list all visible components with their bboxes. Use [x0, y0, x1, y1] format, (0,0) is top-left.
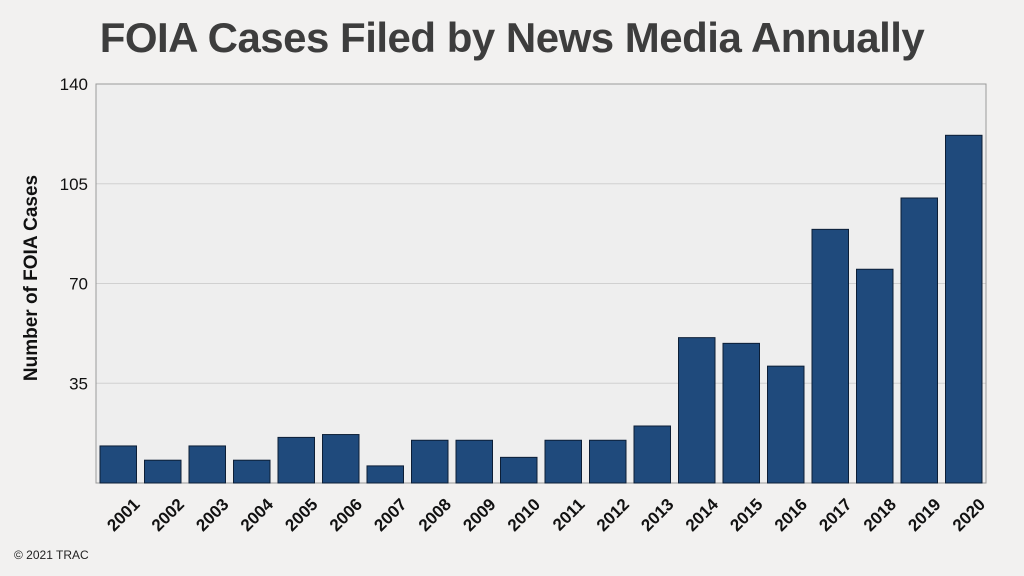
x-tick-label: 2015: [726, 495, 766, 535]
bar-2004: [233, 459, 271, 484]
chart-title: FOIA Cases Filed by News Media Annually: [99, 14, 925, 61]
bar-2020: [945, 134, 983, 484]
x-tick-label: 2019: [904, 495, 944, 535]
bar-2012: [589, 439, 627, 484]
bar-2017: [811, 228, 849, 484]
bar-2009: [455, 439, 493, 484]
x-tick-label: 2001: [103, 495, 143, 535]
x-tick-label: 2011: [549, 495, 589, 535]
x-tick-label: 2018: [860, 495, 900, 535]
bar-2007: [366, 465, 404, 484]
x-tick-label: 2017: [815, 495, 855, 535]
bar-2002: [144, 459, 182, 484]
bar-2016: [767, 365, 805, 484]
bar-2008: [411, 439, 449, 484]
x-tick-label: 2012: [593, 495, 633, 535]
bar-2010: [500, 456, 538, 484]
x-tick-label: 2010: [504, 495, 544, 535]
x-tick-label: 2002: [148, 495, 188, 535]
y-tick-label: 35: [69, 374, 88, 393]
bar-2015: [722, 342, 760, 484]
x-tick-label: 2020: [949, 495, 989, 535]
x-tick-label: 2006: [326, 495, 366, 535]
bar-2018: [856, 268, 894, 484]
bar-2001: [99, 445, 137, 484]
x-tick-label: 2007: [370, 495, 410, 535]
y-tick-label: 105: [60, 175, 88, 194]
x-tick-label: 2008: [415, 495, 455, 535]
bar-2014: [678, 337, 716, 484]
bar-2013: [633, 425, 671, 484]
copyright-notice: © 2021 TRAC: [14, 548, 89, 562]
x-tick-label: 2005: [281, 495, 321, 535]
x-tick-label: 2009: [459, 495, 499, 535]
bar-2006: [322, 434, 360, 484]
bar-2011: [544, 439, 582, 484]
x-tick-label: 2014: [682, 494, 723, 535]
x-tick-label: 2003: [192, 495, 232, 535]
bar-2003: [188, 445, 226, 484]
y-tick-label: 140: [60, 75, 88, 94]
bar-2019: [900, 197, 938, 484]
plot-frame: [95, 83, 987, 484]
x-tick-label: 2013: [637, 495, 677, 535]
x-tick-label: 2016: [771, 495, 811, 535]
y-tick-label: 70: [69, 275, 88, 294]
bar-2005: [277, 436, 315, 484]
x-tick-label: 2004: [237, 494, 278, 535]
